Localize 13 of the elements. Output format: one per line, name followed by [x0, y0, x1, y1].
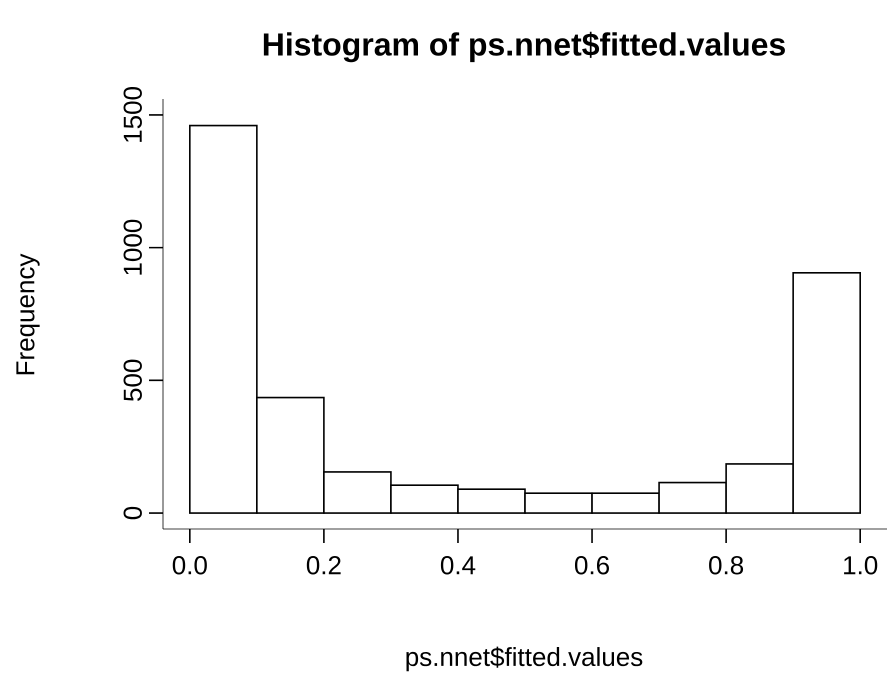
x-axis-title: ps.nnet$fitted.values [406, 646, 642, 672]
y-tick-label: 1500 [124, 87, 142, 142]
x-tick-label: 0.6 [574, 556, 609, 574]
y-axis-title: Frequency [16, 254, 40, 374]
x-tick-label: 0.4 [440, 556, 476, 574]
chart-title: Histogram of ps.nnet$fitted.values [264, 32, 785, 62]
x-tick-label: 0.2 [306, 556, 341, 574]
x-tick-label: 1.0 [844, 556, 878, 574]
x-tick-label: 0.8 [709, 556, 744, 574]
y-tick-label: 500 [124, 360, 142, 401]
x-tick-label: 0.0 [172, 556, 207, 574]
y-tick-label: 0 [124, 506, 142, 520]
y-tick-label: 1000 [124, 220, 142, 275]
